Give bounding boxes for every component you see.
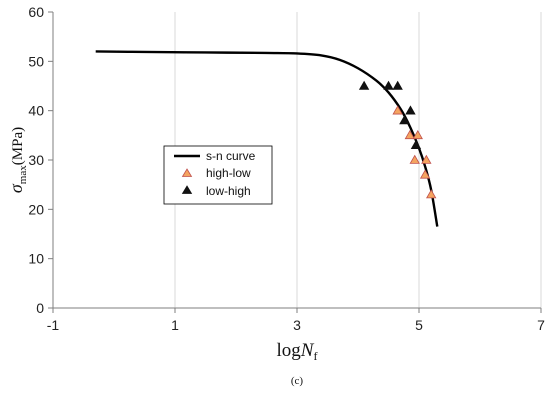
x-tick-label: -1 [47, 317, 60, 333]
y-tick-label: 50 [28, 53, 44, 69]
series-line-s-n-curve [95, 50, 439, 227]
series-layer [95, 50, 439, 227]
point-low-high [383, 80, 394, 90]
legend-label-high-low: high-low [206, 166, 251, 180]
figure-caption: (c) [291, 375, 304, 387]
x-tick-label: 7 [537, 317, 545, 333]
x-axis-title: logNf [277, 340, 318, 363]
point-low-high [410, 139, 422, 149]
point-low-high [399, 115, 410, 125]
point-high-low [404, 130, 416, 140]
legend: s-n curve high-low low-high [163, 145, 273, 205]
y-tick-label: 20 [28, 201, 44, 217]
x-axis-title-prefix: log [277, 340, 302, 361]
legend-marker-low-high [181, 185, 193, 194]
x-ticks: -1 1 3 5 7 [47, 308, 545, 333]
y-tick-label: 30 [28, 152, 44, 168]
point-high-low [392, 105, 403, 115]
y-axis-title-var: σ [6, 183, 26, 193]
y-tick-label: 10 [28, 251, 44, 267]
point-high-low [421, 154, 432, 164]
point-low-high [392, 80, 403, 90]
x-axis-title-var: N [300, 340, 315, 361]
y-ticks: 0 10 20 30 40 50 60 [28, 4, 53, 316]
y-axis-title-sub: max [17, 165, 29, 184]
x-tick-label: 1 [171, 317, 179, 333]
y-axis-title: σmax(MPa) [6, 127, 29, 193]
x-tick-label: 3 [293, 317, 301, 333]
y-tick-label: 60 [28, 4, 44, 20]
y-tick-label: 0 [36, 300, 44, 316]
point-low-high [405, 105, 416, 115]
y-tick-label: 40 [28, 103, 44, 119]
x-axis-title-sub: f [313, 349, 317, 363]
point-high-low [419, 169, 431, 179]
legend-marker-high-low [181, 168, 193, 177]
point-low-high [358, 80, 370, 90]
point-high-low [409, 154, 420, 164]
legend-label-sn-curve: s-n curve [206, 149, 256, 163]
x-tick-label: 5 [415, 317, 423, 333]
legend-label-low-high: low-high [206, 184, 251, 198]
point-high-low [412, 130, 423, 140]
point-high-low [426, 189, 437, 199]
y-axis-title-unit: (MPa) [10, 127, 26, 165]
